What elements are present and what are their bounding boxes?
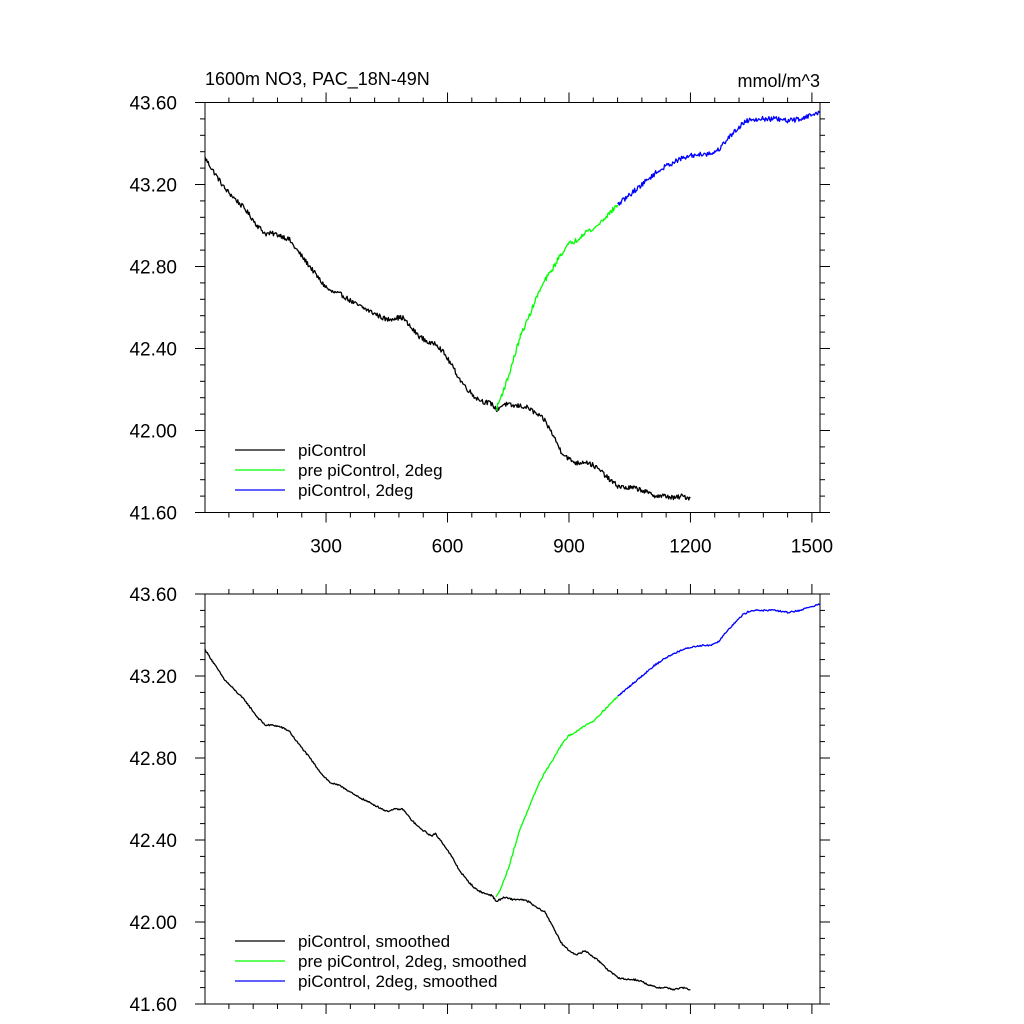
chart-title: 1600m NO3, PAC_18N-49N — [205, 69, 430, 90]
y-tick-label: 41.60 — [129, 504, 177, 525]
y-tick-label: 42.80 — [129, 258, 177, 279]
top-legend: piControl pre piControl, 2deg piControl,… — [235, 441, 443, 500]
x-tick-label: 900 — [553, 537, 585, 558]
legend-label-pre-2deg-smoothed: pre piControl, 2deg, smoothed — [298, 952, 527, 971]
y-tick-label: 43.60 — [129, 94, 177, 115]
series-line-pre_2deg — [495, 696, 619, 898]
top-panel: 1600m NO3, PAC_18N-49N mmol/m^3 300 600 90… — [129, 69, 833, 558]
series-line-piControl — [204, 648, 691, 991]
y-tick-label: 42.00 — [129, 913, 177, 934]
y-tick-label: 43.20 — [129, 667, 177, 688]
bottom-axis-ticks: 41.60 42.00 42.40 42.80 43.20 43.60 — [129, 584, 830, 1016]
top-plot-frame — [204, 102, 821, 513]
x-tick-label: 600 — [432, 537, 464, 558]
bottom-panel: 41.60 42.00 42.40 42.80 43.20 43.60 piControl… — [129, 584, 830, 1016]
y-tick-label: 42.80 — [129, 749, 177, 770]
top-axis-ticks: 300 600 900 1200 1500 41.60 42.00 42.40 42.80 43.… — [129, 92, 833, 558]
y-tick-label: 42.40 — [129, 340, 177, 361]
legend-label-picontrol: piControl — [298, 441, 366, 460]
y-tick-label: 42.40 — [129, 831, 177, 852]
legend-label-2deg-smoothed: piControl, 2deg, smoothed — [298, 972, 497, 991]
y-tick-label: 43.60 — [129, 585, 177, 606]
legend-label-picontrol-smoothed: piControl, smoothed — [298, 932, 450, 951]
series-line-piControl — [204, 156, 691, 501]
y-tick-label: 41.60 — [129, 995, 177, 1016]
top-series-group — [204, 110, 821, 501]
units-label: mmol/m^3 — [738, 71, 820, 91]
y-tick-label: 43.20 — [129, 176, 177, 197]
bottom-series-group — [204, 603, 821, 991]
series-line-pre_2deg — [495, 204, 619, 411]
x-tick-label: 300 — [310, 537, 342, 558]
x-tick-label: 1500 — [791, 537, 833, 558]
series-line-pi_2deg — [617, 110, 821, 206]
legend-label-pre-2deg: pre piControl, 2deg — [298, 461, 443, 480]
bottom-legend: piControl, smoothed pre piControl, 2deg,… — [235, 932, 527, 991]
legend-label-2deg: piControl, 2deg — [298, 481, 413, 500]
x-tick-label: 1200 — [669, 537, 711, 558]
y-tick-label: 42.00 — [129, 422, 177, 443]
series-line-pi_2deg — [617, 603, 821, 697]
bottom-plot-frame — [204, 593, 821, 1005]
